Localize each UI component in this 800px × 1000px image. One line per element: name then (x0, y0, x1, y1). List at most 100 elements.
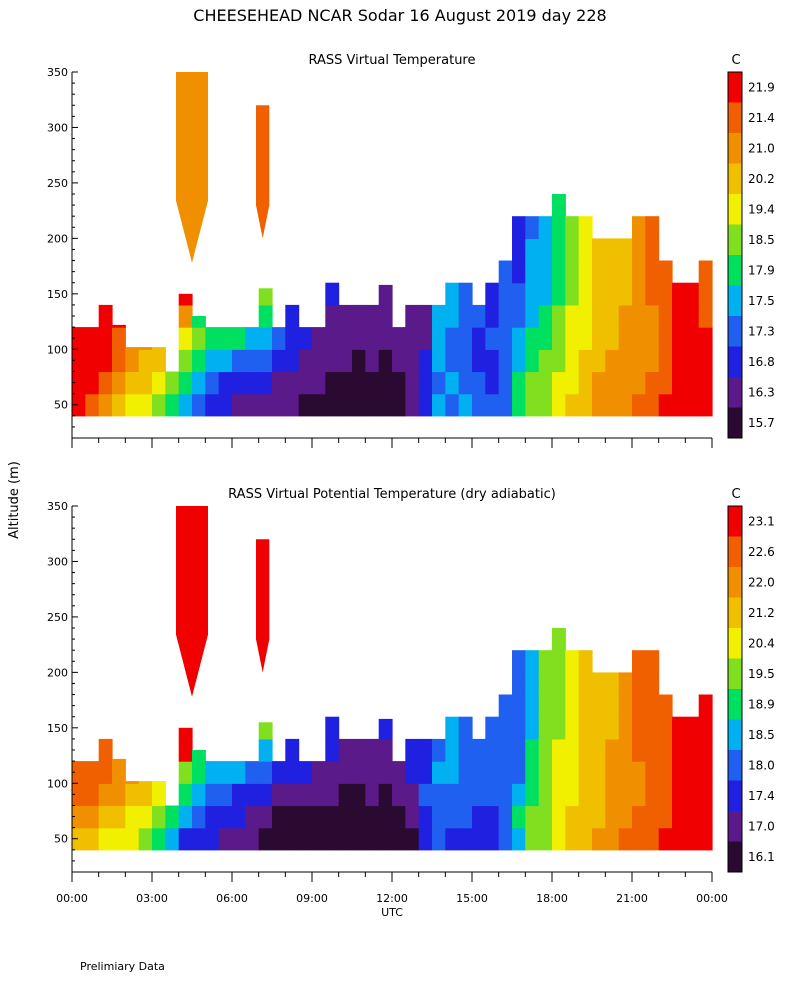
colorbar-swatch (728, 780, 742, 811)
heatmap-cell (285, 327, 300, 350)
heatmap-cell (645, 282, 660, 306)
heatmap-cell (565, 805, 580, 829)
heatmap-cell (272, 393, 286, 417)
colorbar-swatch (728, 285, 742, 316)
heatmap-cell (285, 304, 300, 328)
heatmap-cell (605, 349, 620, 373)
heatmap-cell (632, 761, 646, 784)
heatmap-cell (672, 304, 686, 328)
heatmap-cell (485, 327, 500, 350)
heatmap-cell (565, 738, 580, 762)
heatmap-cell (698, 393, 713, 417)
colorbar-swatch (728, 841, 742, 872)
heatmap-cell (378, 738, 393, 762)
heatmap-cell (378, 718, 393, 740)
heatmap-cell (312, 783, 326, 807)
heatmap-cell (458, 805, 473, 829)
heatmap-cell (125, 783, 140, 807)
heatmap-cell (645, 827, 660, 851)
heatmap-cell (218, 761, 233, 784)
heatmap-cell (538, 282, 553, 306)
heatmap-cells (72, 72, 713, 417)
heatmap-cell (472, 327, 486, 350)
heatmap-cell (578, 716, 593, 740)
heatmap-cell (338, 783, 353, 807)
heatmap-cell (312, 371, 326, 395)
heatmap-cell (592, 393, 606, 417)
colorbar: 15.7 16.3 16.8 17.3 17.5 17.9 18.5 19.4 20.2 21.0… (727, 71, 775, 439)
heatmap-cell (232, 371, 246, 395)
plume-region (256, 105, 270, 239)
heatmap-cell (658, 304, 673, 328)
heatmap-cell (298, 761, 313, 784)
heatmap-cell (285, 393, 300, 417)
heatmap-cell (672, 327, 686, 350)
heatmap-cell (658, 371, 673, 395)
heatmap-cell (232, 349, 246, 373)
heatmap-cell (418, 805, 433, 829)
heatmap-cell (272, 827, 286, 851)
heatmap-cell (178, 827, 193, 851)
heatmap-cell (698, 282, 713, 306)
heatmap-cell (552, 327, 566, 350)
heatmap-cell (632, 238, 646, 262)
heatmap-cell (418, 371, 433, 395)
heatmap-cell (632, 738, 646, 762)
heatmap-cell (552, 194, 566, 217)
heatmap-cell (352, 805, 366, 829)
heatmap-cell (298, 349, 313, 373)
heatmap-cell (112, 805, 126, 829)
colorbar-swatch (728, 719, 742, 750)
heatmap-cell (498, 327, 513, 350)
heatmap-cell (352, 349, 366, 373)
y-tick-label: 50 (54, 399, 68, 412)
heatmap-cell (112, 783, 126, 807)
heatmap-cell (645, 393, 660, 417)
colorbar-swatch (728, 689, 742, 720)
heatmap-cell (525, 371, 540, 395)
heatmap-cell (85, 371, 100, 395)
heatmap-cell (552, 393, 566, 417)
heatmap-cell (512, 304, 526, 328)
colorbar-swatch (728, 811, 742, 842)
heatmap-cell (178, 761, 193, 784)
y-tick-label: 200 (47, 666, 68, 679)
heatmap-cell (192, 827, 206, 851)
heatmap-cell (498, 738, 513, 762)
heatmap-cell (698, 783, 713, 807)
heatmap-cell (418, 393, 433, 417)
colorbar-label: 17.5 (748, 294, 775, 308)
y-tick-label: 350 (47, 500, 68, 513)
heatmap-cell (152, 393, 166, 417)
heatmap-cell (325, 371, 340, 395)
plume-region (176, 506, 208, 697)
heatmap-cell (418, 827, 433, 851)
heatmap-cell (125, 805, 140, 829)
heatmap-cell (338, 371, 353, 395)
heatmap-cell (605, 327, 620, 350)
heatmap-cell (578, 393, 593, 417)
heatmap-cell (658, 327, 673, 350)
heatmap-cell (205, 371, 220, 395)
heatmap-cell (178, 327, 193, 350)
colorbar-swatch (728, 72, 742, 103)
colorbar-label: 17.9 (748, 263, 775, 277)
heatmap-cell (338, 805, 353, 829)
heatmap-cell (432, 327, 446, 350)
heatmap-cell (578, 805, 593, 829)
heatmap-cell (538, 716, 553, 740)
heatmap-cell (325, 783, 340, 807)
heatmap-cell (632, 393, 646, 417)
heatmap-cell (205, 827, 220, 851)
heatmap-cell (658, 783, 673, 807)
heatmap-cell (618, 349, 633, 373)
heatmap-cell (525, 783, 540, 807)
heatmap-cell (378, 327, 393, 350)
heatmap-cell (178, 805, 193, 829)
heatmap-cell (472, 738, 486, 762)
heatmap-cell (578, 260, 593, 284)
heatmap-cell (512, 738, 526, 762)
heatmap-cell (458, 371, 473, 395)
heatmap-cell (272, 349, 286, 373)
heatmap-cell (365, 783, 380, 807)
